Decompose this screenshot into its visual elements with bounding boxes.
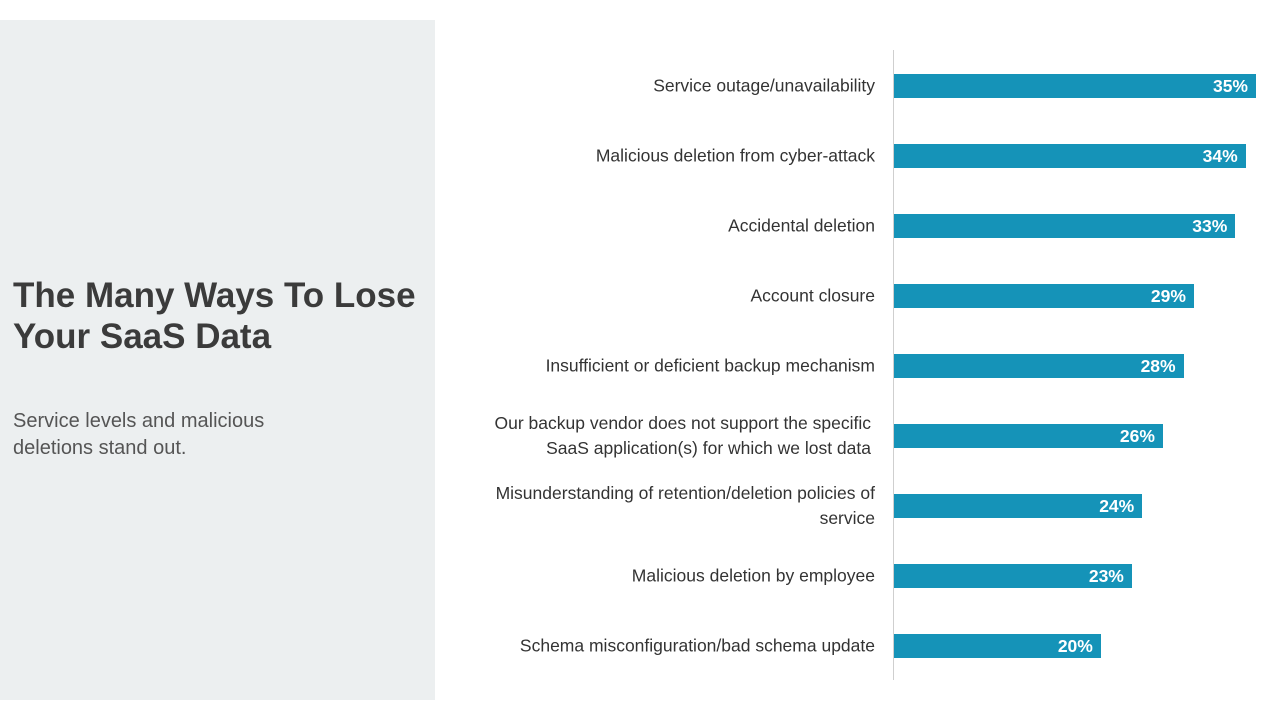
category-label: Misunderstanding of retention/deletion p… bbox=[495, 483, 875, 528]
category-label: Account closure bbox=[750, 285, 875, 306]
bar: 23% bbox=[894, 564, 1132, 588]
category-label: Malicious deletion by employee bbox=[631, 565, 875, 586]
data-label: 29% bbox=[1150, 286, 1186, 306]
slide-subtitle: Service levels and malicious deletions s… bbox=[13, 410, 265, 459]
data-label: 33% bbox=[1192, 216, 1228, 236]
category-label: Accidental deletion bbox=[728, 215, 875, 236]
category-label: Schema misconfiguration/bad schema updat… bbox=[519, 635, 875, 656]
data-label: 20% bbox=[1057, 636, 1093, 656]
data-label: 23% bbox=[1088, 566, 1124, 586]
bar: 34% bbox=[894, 144, 1246, 168]
bar: 35% bbox=[894, 74, 1256, 98]
title-panel: The Many Ways To Lose Your SaaS Data Ser… bbox=[0, 20, 435, 700]
data-label: 28% bbox=[1140, 356, 1176, 376]
data-label: 35% bbox=[1212, 76, 1248, 96]
bar: 29% bbox=[894, 284, 1194, 308]
bar: 20% bbox=[894, 634, 1101, 658]
bar: 26% bbox=[894, 424, 1163, 448]
data-label: 34% bbox=[1202, 146, 1238, 166]
category-label: Our backup vendor does not support the s… bbox=[494, 413, 871, 458]
data-label: 26% bbox=[1119, 426, 1155, 446]
bar: 24% bbox=[894, 494, 1143, 518]
slide-title: The Many Ways To Lose Your SaaS Data bbox=[13, 276, 416, 356]
y-axis-line bbox=[893, 50, 894, 680]
category-label: Service outage/unavailability bbox=[653, 75, 875, 96]
category-label: Malicious deletion from cyber-attack bbox=[595, 145, 875, 166]
category-label: Insufficient or deficient backup mechani… bbox=[545, 355, 875, 376]
bar: 28% bbox=[894, 354, 1184, 378]
data-label: 24% bbox=[1099, 496, 1135, 516]
bar: 33% bbox=[894, 214, 1236, 238]
